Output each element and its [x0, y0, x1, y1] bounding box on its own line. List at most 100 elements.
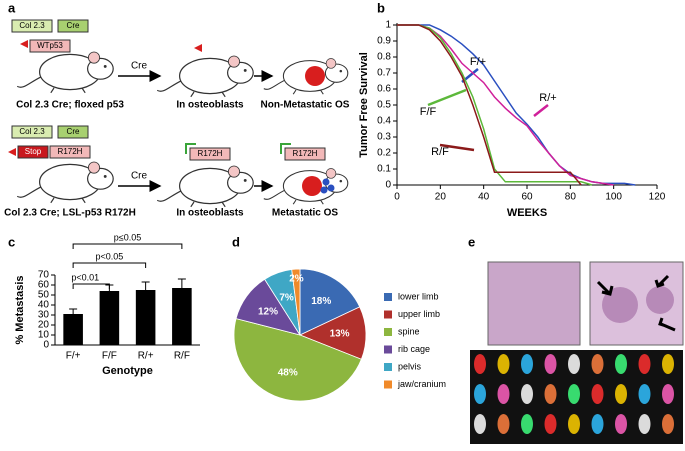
- legend-swatch: [384, 293, 392, 301]
- nodule: [602, 287, 638, 323]
- value-label: 12%: [258, 306, 278, 317]
- panel-label: a: [8, 0, 16, 15]
- gene-label: WTp53: [37, 41, 63, 50]
- promoter: [185, 143, 196, 154]
- y-tick-label: 10: [38, 330, 50, 341]
- row-label: In osteoblasts: [176, 208, 244, 219]
- panel-a: a Col 2.3 Cre WTp53 Cre Col 2.3 Cre; flo…: [4, 0, 350, 218]
- y-tick-label: 20: [38, 320, 50, 331]
- imaging-blob: [544, 354, 557, 374]
- y-tick-label: 70: [38, 270, 50, 281]
- significance-bracket: [72, 262, 147, 268]
- arrow: [654, 274, 670, 288]
- imaging-blob: [615, 354, 627, 374]
- gene-box: [17, 145, 49, 159]
- significance-label: p<0.01: [71, 272, 99, 282]
- gene-box: [57, 125, 89, 139]
- y-axis-label: Tumor Free Survival: [358, 52, 370, 158]
- imaging-blob: [544, 384, 557, 404]
- y-tick-label: 0.9: [377, 36, 391, 47]
- metastasis: [322, 178, 330, 186]
- imaging-blob: [568, 414, 580, 434]
- histology-image: [487, 261, 581, 346]
- bar: [135, 290, 156, 345]
- tumor: [305, 66, 325, 86]
- imaging-blob: [591, 414, 604, 434]
- significance-label: p<0.05: [95, 251, 123, 261]
- bar: [99, 291, 120, 345]
- value-label: 13%: [330, 328, 350, 339]
- y-tick-label: 0.2: [377, 148, 391, 159]
- y-tick-label: 0: [385, 180, 391, 191]
- x-tick-label: R/F: [174, 351, 190, 362]
- legend-label: lower limb: [398, 291, 439, 301]
- annotation-arrow: [533, 104, 549, 117]
- legend-label: rib cage: [398, 344, 430, 354]
- row-label: Non-Metastatic OS: [261, 100, 350, 111]
- imaging-blob: [568, 354, 580, 374]
- legend-label: pelvis: [398, 361, 422, 371]
- legend-swatch: [384, 345, 392, 354]
- imaging-blob: [615, 414, 627, 434]
- imaging-blob: [662, 414, 674, 434]
- y-tick-label: 0.3: [377, 132, 391, 143]
- panel-label: e: [468, 234, 475, 249]
- legend-label: upper limb: [398, 309, 440, 319]
- imaging-blob: [497, 384, 510, 404]
- x-tick-label: 80: [565, 192, 577, 203]
- series-label: F/F: [420, 106, 437, 118]
- y-tick-label: 50: [38, 290, 50, 301]
- promoter: [280, 143, 291, 154]
- imaging-blob: [615, 384, 627, 404]
- y-tick-label: 60: [38, 280, 50, 291]
- bar: [172, 288, 192, 345]
- y-tick-label: 40: [38, 300, 50, 311]
- value-label: 2%: [289, 274, 304, 285]
- imaging-blob: [521, 354, 533, 374]
- imaging-blob: [521, 414, 533, 434]
- arrow: [658, 317, 676, 332]
- x-axis-label: Genotype: [102, 365, 153, 377]
- pie-slice: [233, 318, 362, 402]
- x-axis-label: WEEKS: [507, 207, 547, 219]
- gene-label: Col 2.3: [19, 127, 45, 136]
- imaging-blob: [521, 384, 533, 404]
- x-tick-label: 20: [435, 192, 447, 203]
- gene-label: Col 2.3: [19, 21, 45, 30]
- gene-label: R172H: [58, 147, 83, 156]
- value-label: 18%: [311, 296, 331, 307]
- imaging-blob: [544, 414, 557, 434]
- y-tick-label: 0.6: [377, 84, 391, 95]
- x-tick-label: 0: [394, 192, 400, 203]
- row-label: Metastatic OS: [272, 208, 338, 219]
- imaging-blob: [662, 384, 674, 404]
- gene-box: [284, 147, 326, 161]
- gene-label: Cre: [67, 21, 80, 30]
- gene-box: [11, 19, 53, 33]
- survival-line: [397, 24, 582, 186]
- series-label: R/F: [431, 146, 449, 158]
- panel-label: b: [377, 0, 385, 15]
- arrow-label: Cre: [131, 171, 148, 182]
- series-label: F/+: [470, 56, 486, 68]
- significance-bracket: [72, 283, 110, 289]
- legend-swatch: [384, 363, 392, 371]
- loxp: [8, 148, 16, 156]
- metastasis: [327, 184, 335, 192]
- y-tick-label: 0.4: [377, 116, 391, 127]
- imaging-blob: [474, 384, 486, 404]
- legend-swatch: [384, 328, 392, 336]
- gene-label: R172H: [293, 149, 318, 158]
- x-tick-label: 60: [521, 192, 533, 203]
- gene-label: Stop: [25, 147, 42, 156]
- imaging-blob: [497, 354, 510, 374]
- series-label: R/+: [539, 92, 556, 104]
- imaging-blob: [638, 384, 651, 404]
- loxp: [20, 40, 28, 48]
- annotation-arrow: [427, 88, 467, 107]
- panel-label: d: [232, 234, 240, 249]
- gene-label: R172H: [198, 149, 223, 158]
- y-tick-label: 0.8: [377, 52, 391, 63]
- pie-slice: [299, 268, 361, 336]
- imaging-blob: [474, 414, 486, 434]
